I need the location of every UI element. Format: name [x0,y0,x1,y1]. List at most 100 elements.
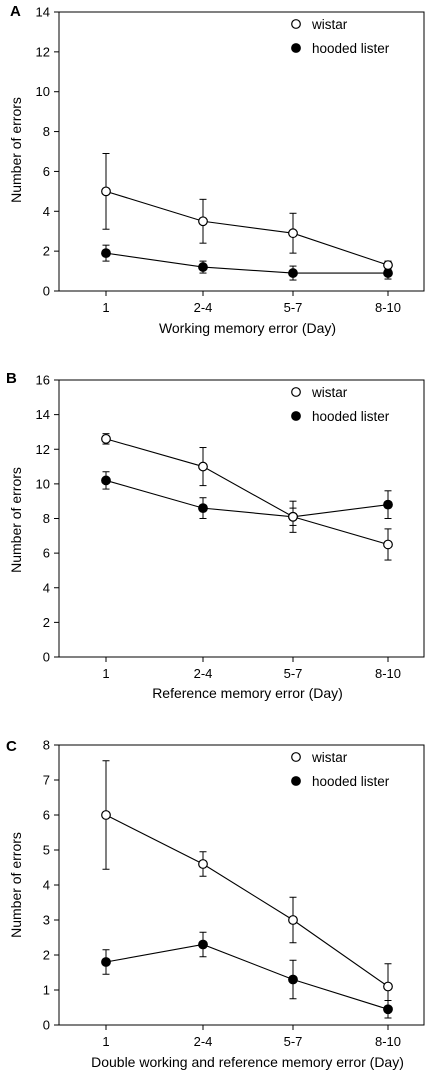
legend-label: wistar [311,750,348,765]
legend-marker [291,43,301,53]
x-tick-label: 2-4 [194,300,213,315]
data-point [383,981,393,992]
y-tick-label: 14 [36,5,50,20]
y-tick-label: 5 [43,843,50,858]
panel-letter: C [6,738,17,755]
series-line [105,814,389,987]
y-tick-label: 2 [43,244,50,259]
data-point [198,262,208,272]
y-axis-label: Number of errors [8,467,24,573]
x-tick-label: 8-10 [375,666,401,681]
y-axis-label: Number of errors [8,832,24,938]
legend: wistar hooded lister [291,750,390,789]
x-tick-label: 5-7 [284,666,303,681]
y-tick-label: 14 [36,407,50,422]
data-point [101,248,111,259]
data-point [383,260,393,270]
x-tick-label: 8-10 [375,300,401,315]
y-tick-label: 7 [43,773,50,788]
y-tick-label: 4 [43,878,50,893]
data-point [101,475,111,486]
x-tick-label: 5-7 [284,1034,303,1049]
data-point [101,186,111,197]
data-point [198,461,208,472]
y-tick-label: 12 [36,44,50,59]
x-axis-label: Double working and reference memory erro… [91,1054,404,1070]
data-point [101,810,111,820]
x-tick-label: 5-7 [284,300,303,315]
data-point [198,939,208,950]
y-tick-label: 2 [43,615,50,630]
y-tick-label: 1 [43,983,50,998]
legend-marker [291,19,301,29]
legend-label: hooded lister [312,409,390,424]
x-tick-label: 8-10 [375,1034,401,1049]
legend-marker [291,411,301,421]
series-line [105,252,388,274]
y-tick-label: 6 [43,164,50,179]
y-tick-label: 8 [43,738,50,753]
series-line [105,479,389,518]
data-point [198,216,208,227]
series-line [105,190,389,266]
panel-c: C 0 1 2 3 4 5 6 7 8 1 2-4 5-7 8-10 Double working and … [6,738,425,1070]
y-tick-label: 6 [43,808,50,823]
data-point [288,268,298,278]
x-tick-label: 1 [102,300,109,315]
x-axis-label: Working memory error (Day) [159,320,336,336]
legend: wistar hooded lister [291,385,390,424]
y-tick-label: 0 [43,284,50,299]
data-point [288,974,298,985]
series-wistar [101,152,393,270]
plot-frame [58,11,425,292]
panel-letter: A [10,3,21,20]
series-wistar [101,760,393,1010]
series-hooded-lister [101,471,393,526]
x-tick-label: 1 [102,666,109,681]
data-point [101,433,111,444]
series-hooded-lister [101,931,393,1019]
data-point [288,228,298,239]
y-tick-label: 16 [36,373,50,388]
series-line [105,438,389,545]
y-tick-label: 10 [36,476,50,491]
data-point [288,511,298,522]
x-tick-label: 2-4 [194,1034,213,1049]
data-point [288,915,298,925]
data-point [198,503,208,514]
y-tick-label: 0 [43,1018,50,1033]
y-tick-label: 2 [43,948,50,963]
legend-marker [291,387,301,397]
y-tick-label: 8 [43,124,50,139]
y-tick-label: 3 [43,913,50,928]
y-tick-label: 8 [43,511,50,526]
y-tick-label: 4 [43,204,50,219]
y-tick-label: 12 [36,442,50,457]
x-tick-label: 2-4 [194,666,213,681]
legend-label: hooded lister [312,774,390,789]
legend-label: wistar [311,17,348,32]
panel-a: A 0 2 4 6 8 10 12 14 1 2-4 5-7 8-10 Working memory er… [8,3,425,336]
y-axis-label: Number of errors [8,97,24,203]
data-point [101,957,111,967]
data-point [383,268,393,278]
legend-label: wistar [311,385,348,400]
legend-marker [291,752,301,762]
series-hooded-lister [101,244,393,281]
legend: wistar hooded lister [291,17,390,56]
data-point [383,539,393,550]
legend-marker [291,776,301,786]
data-point [198,859,208,869]
series-line [105,943,389,1010]
data-point [383,499,393,510]
y-tick-label: 4 [43,580,50,595]
y-tick-label: 0 [43,650,50,665]
panel-b: B 0 2 4 6 8 10 12 14 16 1 2-4 5-7 8-10 Reference memor… [6,370,425,701]
x-tick-label: 1 [102,1034,109,1049]
x-axis-label: Reference memory error (Day) [152,685,343,701]
y-tick-label: 6 [43,546,50,561]
series-wistar [101,433,393,561]
panel-letter: B [6,370,17,387]
legend-label: hooded lister [312,41,390,56]
